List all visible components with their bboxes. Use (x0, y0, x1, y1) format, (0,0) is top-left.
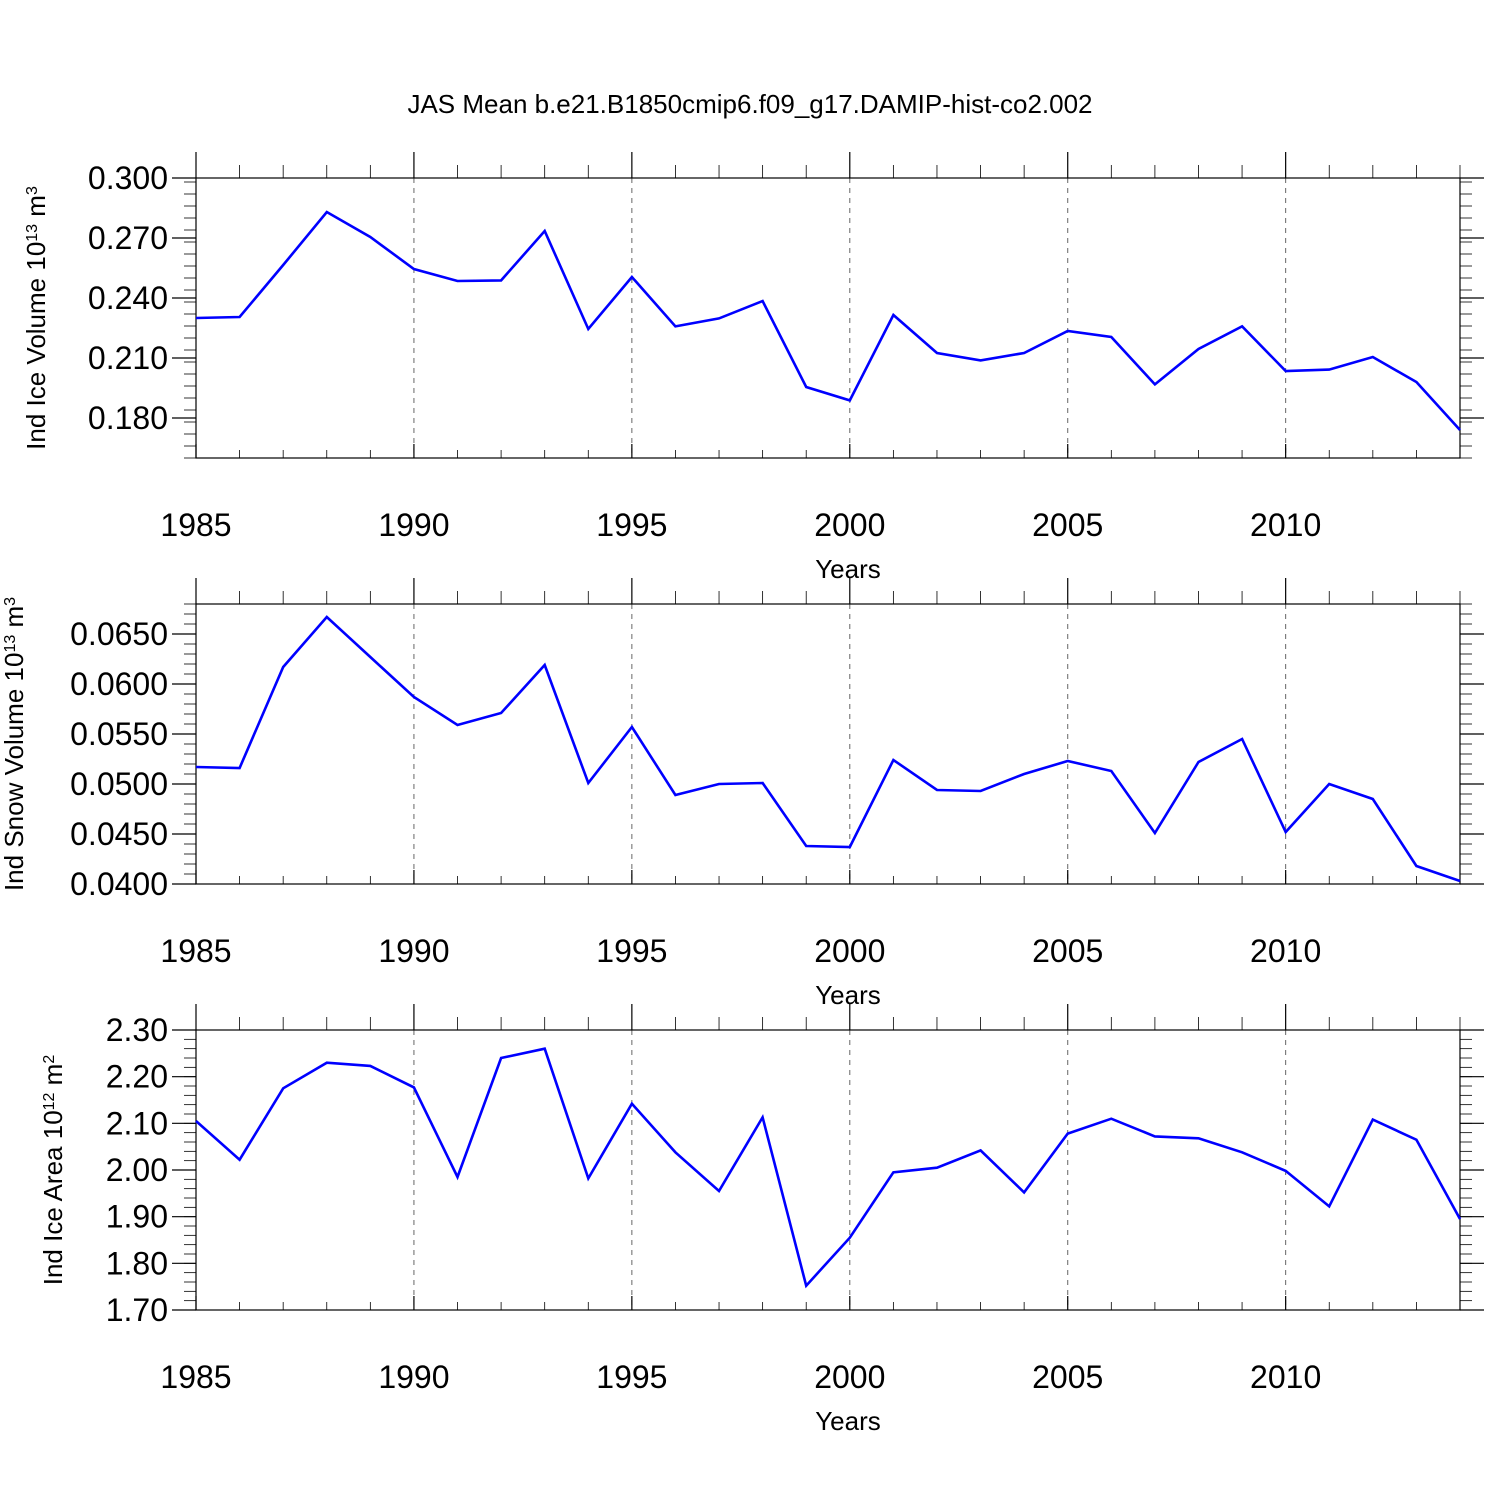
y-tick-label: 0.180 (88, 400, 168, 436)
x-tick-label: 2010 (1250, 1359, 1321, 1395)
series-line (195, 1047, 1462, 1289)
x-tick-label: 2000 (814, 933, 885, 969)
y-tick-label: 0.270 (88, 220, 168, 256)
x-tick-label: 1985 (160, 507, 231, 543)
x-tick-label: 2005 (1032, 933, 1103, 969)
x-axis-label: Years (815, 980, 881, 1010)
y-tick-label: 0.0500 (70, 766, 168, 802)
y-tick-label: 0.0450 (70, 816, 168, 852)
x-tick-label: 1985 (160, 933, 231, 969)
y-tick-label: 1.80 (106, 1245, 168, 1281)
y-axis-label-superscript: 2 (41, 1055, 58, 1064)
y-tick-label: 2.20 (106, 1059, 168, 1095)
chart-panels: 0.180 0.210 0.240 0.270 0.300 1985 1990 1995 200… (0, 152, 1484, 1436)
panel-2: 0.0400 0.0450 0.0500 0.0550 0.0600 0.0650 1985… (0, 578, 1484, 1010)
y-tick-label: 0.0550 (70, 716, 168, 752)
y-axis-label-text: Ind Snow Volume 10 (0, 653, 29, 892)
x-tick-label: 2005 (1032, 507, 1103, 543)
y-axis-label-text: m (38, 1064, 68, 1093)
plot-frame (195, 603, 1461, 885)
x-tick-label: 1990 (378, 933, 449, 969)
y-tick-label: 0.0600 (70, 666, 168, 702)
x-tick-label: 2005 (1032, 1359, 1103, 1395)
y-axis-label-superscript: 3 (24, 186, 41, 195)
y-tick-label: 2.30 (106, 1012, 168, 1048)
y-axis-label-text: m (21, 195, 51, 224)
series-line (195, 615, 1461, 883)
panel-3: 1.70 1.80 1.90 2.00 2.10 2.20 2.30 1985 1990 1995… (38, 1004, 1484, 1436)
y-axis-label: Ind Ice Area 1012 m2 (38, 1055, 68, 1286)
chart-title: JAS Mean b.e21.B1850cmip6.f09_g17.DAMIP-… (407, 89, 1092, 119)
y-axis-label-superscript: 13 (2, 635, 19, 653)
y-axis-label-superscript: 12 (41, 1092, 58, 1110)
y-axis-label: Ind Snow Volume 1013 m3 (0, 597, 29, 891)
y-tick-label: 2.10 (106, 1105, 168, 1141)
y-tick-label: 1.90 (106, 1199, 168, 1235)
y-axis-label-text: m (0, 606, 29, 635)
x-tick-label: 1995 (596, 507, 667, 543)
x-axis-label: Years (815, 554, 881, 584)
y-tick-label: 2.00 (106, 1152, 168, 1188)
x-tick-label: 1995 (596, 933, 667, 969)
y-axis-label: Ind Ice Volume 1013 m3 (21, 186, 51, 450)
y-tick-label: 0.240 (88, 280, 168, 316)
x-tick-label: 1995 (596, 1359, 667, 1395)
panel-1: 0.180 0.210 0.240 0.270 0.300 1985 1990 1995 200… (21, 152, 1484, 584)
x-tick-label: 1990 (378, 507, 449, 543)
y-axis-label-superscript: 3 (2, 597, 19, 606)
y-axis-label-text: Ind Ice Area 10 (38, 1110, 68, 1285)
y-tick-label: 0.0400 (70, 866, 168, 902)
x-tick-label: 1985 (160, 1359, 231, 1395)
y-axis-label-text: Ind Ice Volume 10 (21, 242, 51, 450)
x-tick-label: 2000 (814, 507, 885, 543)
y-tick-label: 0.0650 (70, 616, 168, 652)
y-tick-label: 0.210 (88, 340, 168, 376)
x-tick-label: 2000 (814, 1359, 885, 1395)
y-tick-label: 0.300 (88, 160, 168, 196)
plot-frame (195, 177, 1461, 459)
x-tick-label: 1990 (378, 1359, 449, 1395)
x-axis-label: Years (815, 1406, 881, 1436)
y-axis-label-superscript: 13 (24, 224, 41, 242)
y-tick-label: 1.70 (106, 1292, 168, 1328)
x-tick-label: 2010 (1250, 933, 1321, 969)
series-line (195, 210, 1461, 431)
x-tick-label: 2010 (1250, 507, 1321, 543)
